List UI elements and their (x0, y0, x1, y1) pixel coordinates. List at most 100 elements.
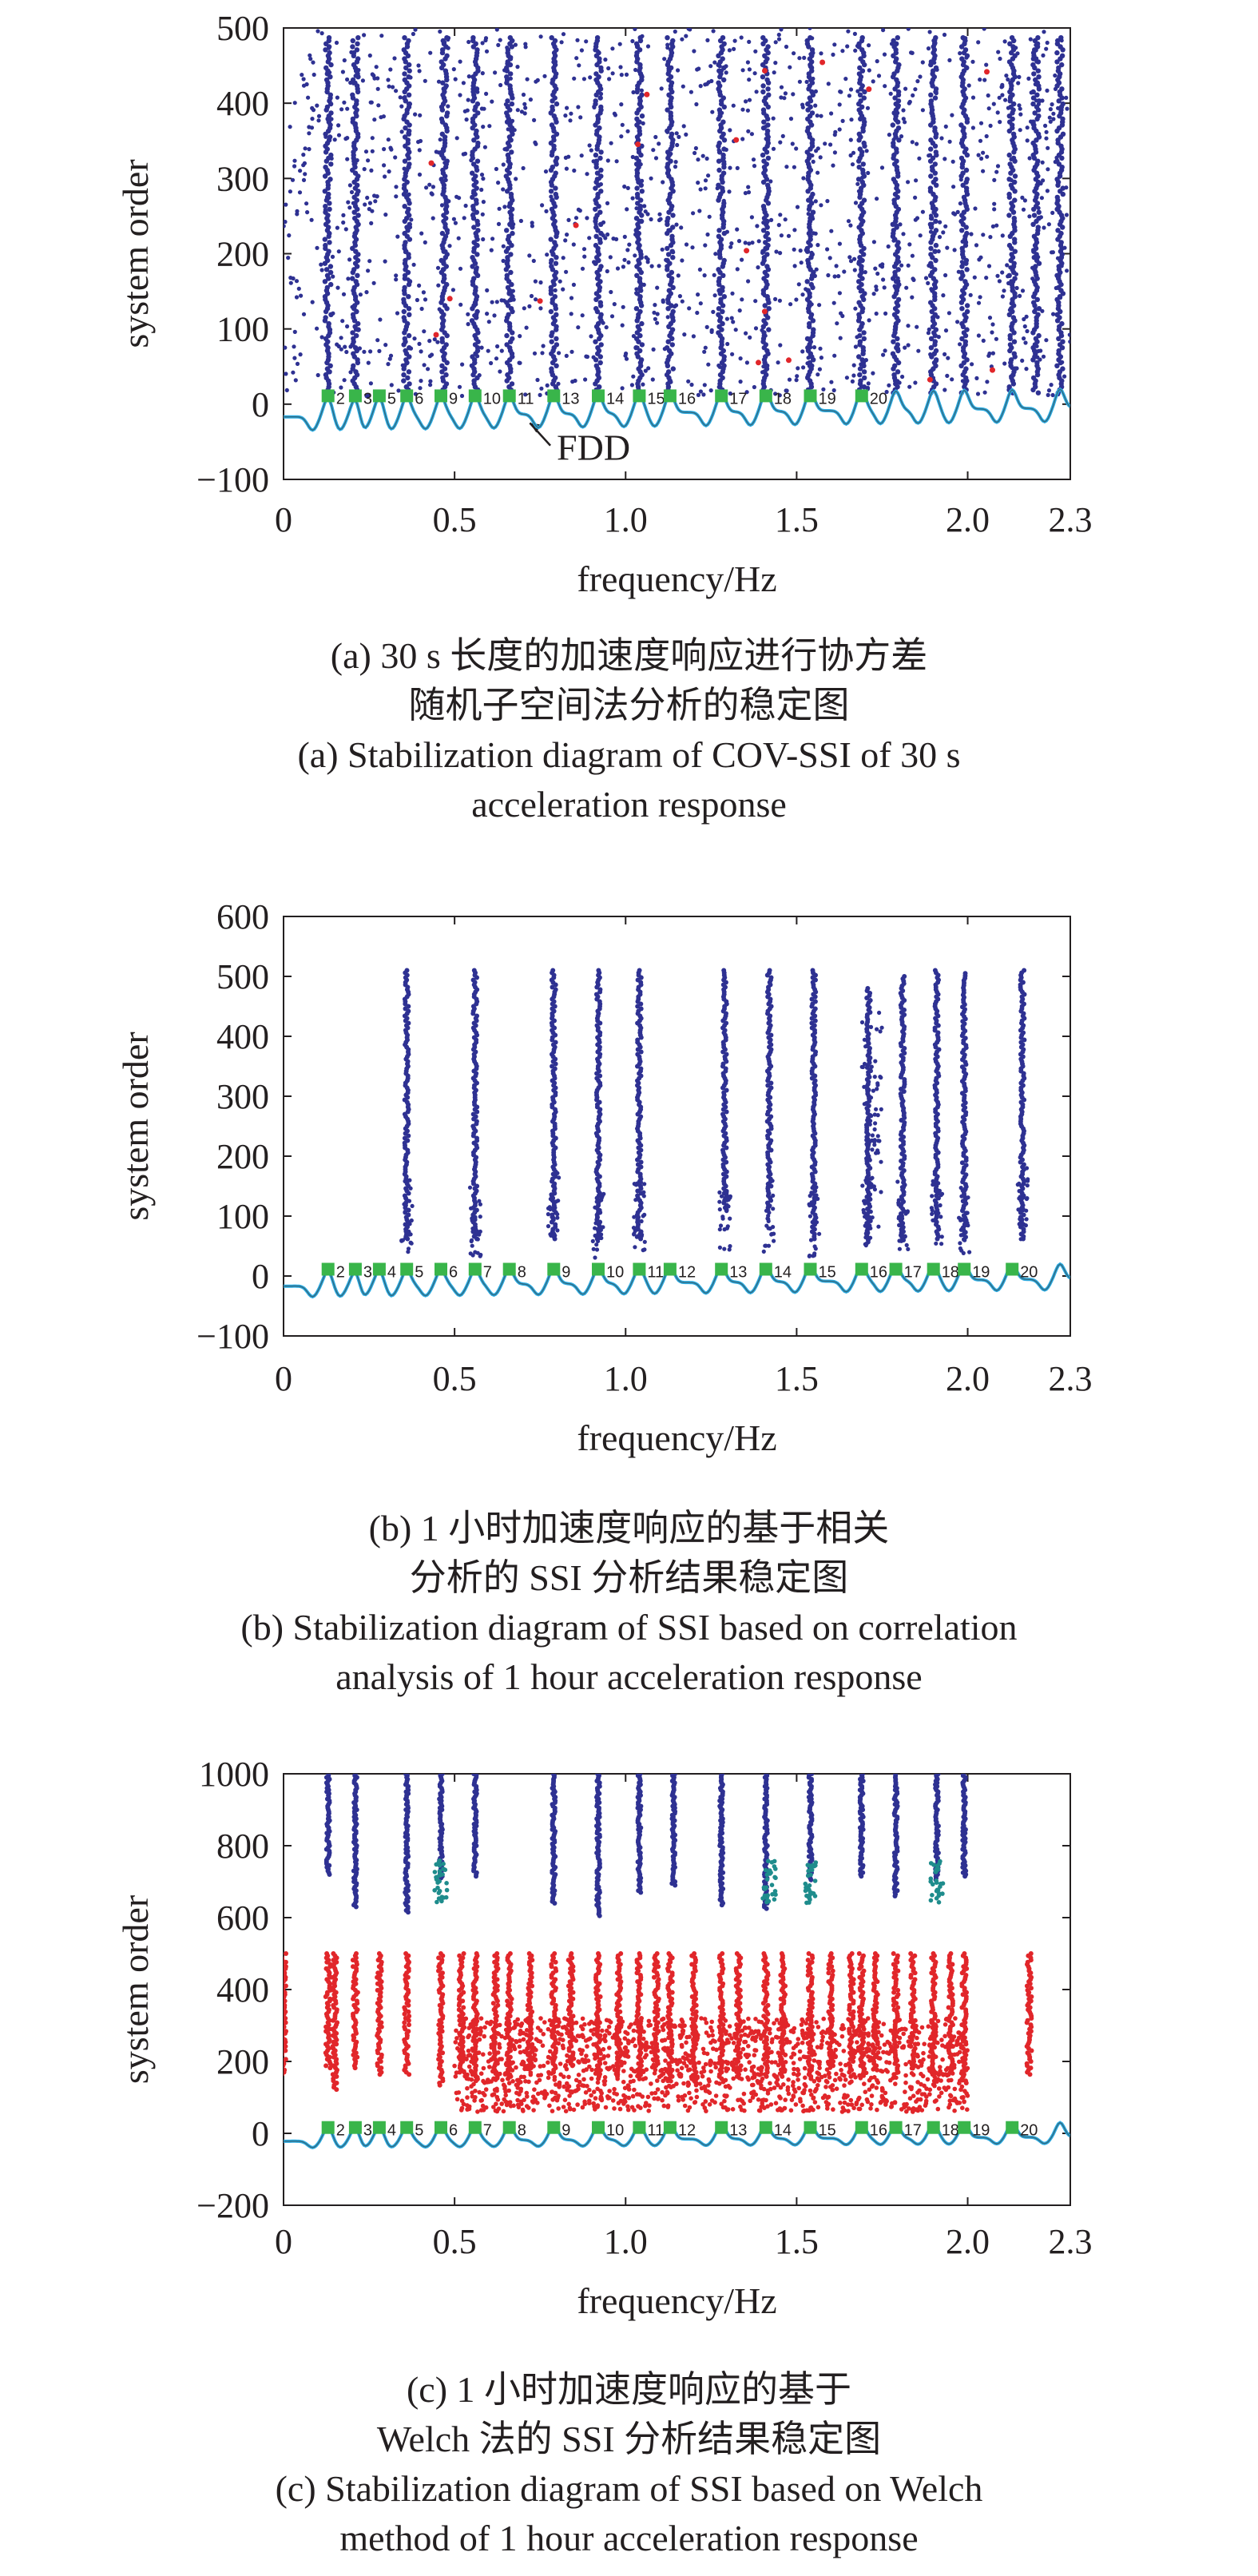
stable-pole (895, 240, 901, 245)
pole-point (336, 133, 342, 137)
stable-pole (1011, 351, 1018, 356)
stable-pole (856, 131, 863, 137)
pole-point (431, 185, 436, 189)
pole-point (1050, 210, 1055, 215)
stable-pole (720, 95, 726, 101)
pole-point (612, 302, 617, 307)
pole-point (753, 49, 758, 54)
stable-pole (350, 330, 355, 336)
pole-point (496, 42, 501, 48)
stable-pole (669, 269, 675, 276)
stable-pole (553, 260, 559, 266)
pole-point (744, 390, 749, 395)
pole-point (653, 156, 659, 161)
stable-pole (554, 336, 559, 342)
pole-point (703, 243, 708, 248)
stable-pole (805, 125, 811, 131)
pole-point (466, 39, 471, 45)
stable-pole (668, 110, 673, 116)
peak-marker (855, 389, 868, 403)
pole-point (1042, 225, 1046, 230)
pole-point (585, 216, 589, 221)
pole-point (387, 84, 391, 89)
stable-pole (549, 264, 554, 269)
stable-pole (1012, 173, 1018, 179)
stable-pole (964, 177, 970, 182)
pole-point (882, 285, 887, 290)
pole-point (673, 29, 677, 34)
pole-point (409, 217, 414, 222)
stable-pole (637, 348, 643, 354)
stable-pole (1009, 252, 1014, 257)
x-tick-label: 1.0 (604, 500, 648, 539)
pole-point (811, 159, 816, 164)
stable-pole (401, 315, 407, 320)
pole-point (306, 95, 311, 100)
pole-point (339, 347, 343, 352)
pole-point (366, 360, 371, 365)
stable-pole (664, 345, 670, 351)
stable-pole (960, 170, 966, 176)
pole-point (419, 306, 424, 312)
pole-point (630, 154, 635, 160)
pole-point (837, 291, 842, 296)
pole-point (292, 344, 296, 349)
stable-pole (638, 1001, 644, 1007)
stable-pole (895, 98, 902, 104)
pole-point (920, 60, 925, 65)
pole-point (335, 342, 339, 347)
stable-pole (959, 228, 965, 233)
pole-point (341, 292, 347, 296)
pole-point (910, 295, 915, 300)
stable-pole (720, 35, 726, 41)
peak-label: 11 (518, 390, 534, 407)
pole-point (979, 156, 984, 161)
pole-point (457, 384, 462, 389)
stable-pole (440, 375, 446, 381)
pole-point (950, 159, 955, 164)
stable-pole (505, 245, 511, 252)
pole-point (620, 122, 625, 127)
pole-point (754, 89, 759, 94)
pole-point (788, 117, 794, 121)
stable-pole (407, 101, 412, 107)
pole-point (381, 114, 386, 119)
pole-point (523, 105, 528, 110)
pole-point (376, 103, 381, 108)
pole-point (499, 348, 504, 353)
pole-point (339, 107, 344, 112)
pole-point (812, 231, 816, 236)
stable-pole (444, 252, 450, 257)
stable-pole (669, 327, 676, 332)
stable-pole (444, 158, 450, 164)
pole-point (593, 1205, 597, 1210)
pole-point (681, 124, 686, 129)
pole-point (394, 273, 399, 278)
stable-pole (720, 131, 726, 137)
pole-point (604, 325, 609, 330)
stable-pole (763, 240, 768, 245)
pole-point (744, 360, 750, 365)
stable-pole (504, 228, 510, 233)
stable-pole (809, 996, 815, 1002)
pole-point (403, 1229, 408, 1234)
stable-pole (327, 177, 333, 182)
pole-point (638, 1187, 643, 1191)
pole-point (875, 197, 879, 201)
pole-point (295, 361, 300, 366)
pole-point (319, 31, 324, 36)
y-tick-label: 0 (252, 1257, 269, 1296)
stable-pole (504, 65, 510, 71)
pole-point (753, 326, 759, 331)
stable-pole (665, 369, 672, 375)
pole-point (641, 121, 645, 125)
stable-pole (506, 312, 511, 317)
pole-point (945, 373, 950, 378)
stable-pole (550, 330, 555, 336)
stable-pole (927, 185, 934, 191)
pole-point (478, 1214, 482, 1219)
pole-point (773, 61, 778, 66)
stable-pole (809, 201, 815, 206)
pole-point (992, 201, 997, 206)
stable-pole (1030, 95, 1037, 101)
